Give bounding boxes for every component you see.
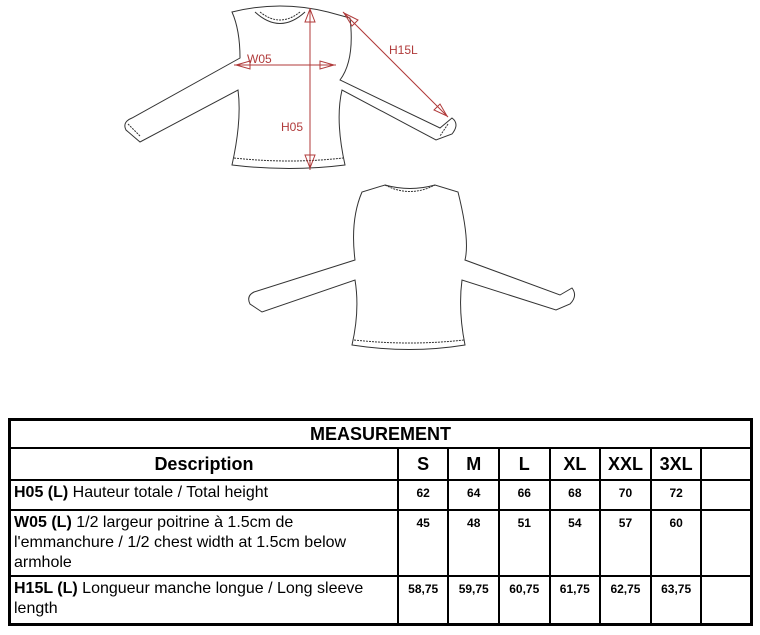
row-text: Longueur manche longue / Long sleeve len…: [14, 580, 364, 617]
row-code: H15L (L): [14, 580, 78, 597]
cell-value: 51: [498, 509, 551, 577]
size-header: XL: [548, 447, 602, 481]
size-header: 3XL: [649, 447, 703, 481]
row-description: H15L (L) Longueur manche longue / Long s…: [8, 575, 399, 625]
measurement-table: MEASUREMENT Description S M L XL XXL 3XL…: [8, 418, 753, 626]
size-header: L: [498, 447, 551, 481]
cell-value: 45: [396, 509, 450, 577]
table-row: H05 (L) Hauteur totale / Total height 62…: [8, 479, 753, 511]
cell-value: 70: [599, 479, 652, 511]
cell-value: 58,75: [396, 575, 450, 625]
h05-label: H05: [281, 120, 303, 134]
row-code: H05 (L): [14, 484, 69, 501]
back-shirt-drawing: [248, 184, 576, 350]
row-description: W05 (L) 1/2 largeur poitrine à 1.5cm de …: [8, 509, 399, 577]
cell-value: 54: [548, 509, 602, 577]
row-text: 1/2 largeur poitrine à 1.5cm de l'emmanc…: [14, 514, 347, 571]
cell-value: 72: [649, 479, 703, 511]
row-code: W05 (L): [14, 514, 72, 531]
w05-label: W05: [247, 52, 272, 66]
row-text: Hauteur totale / Total height: [68, 484, 269, 501]
size-header: M: [447, 447, 500, 481]
size-header: XXL: [599, 447, 652, 481]
size-header: [700, 447, 753, 481]
table-row: H15L (L) Longueur manche longue / Long s…: [8, 575, 753, 625]
cell-value: 60,75: [498, 575, 551, 625]
table-title: MEASUREMENT: [8, 418, 753, 449]
h15l-label: H15L: [389, 43, 418, 57]
measurement-lines: [234, 7, 449, 170]
table-row: W05 (L) 1/2 largeur poitrine à 1.5cm de …: [8, 509, 753, 577]
cell-value: 62: [396, 479, 450, 511]
garment-technical-drawing: W05 H05 H15L: [124, 5, 576, 350]
cell-value: 59,75: [447, 575, 500, 625]
description-header: Description: [8, 447, 399, 481]
size-header: S: [396, 447, 450, 481]
cell-value: [700, 509, 753, 577]
cell-value: 63,75: [649, 575, 703, 625]
row-description: H05 (L) Hauteur totale / Total height: [8, 479, 399, 511]
cell-value: 68: [548, 479, 602, 511]
cell-value: 57: [599, 509, 652, 577]
cell-value: 48: [447, 509, 500, 577]
cell-value: 60: [649, 509, 703, 577]
front-shirt-drawing: [124, 5, 457, 169]
cell-value: 62,75: [599, 575, 652, 625]
cell-value: 64: [447, 479, 500, 511]
cell-value: 61,75: [548, 575, 602, 625]
header-row: Description S M L XL XXL 3XL: [8, 447, 753, 481]
cell-value: 66: [498, 479, 551, 511]
cell-value: [700, 575, 753, 625]
cell-value: [700, 479, 753, 511]
